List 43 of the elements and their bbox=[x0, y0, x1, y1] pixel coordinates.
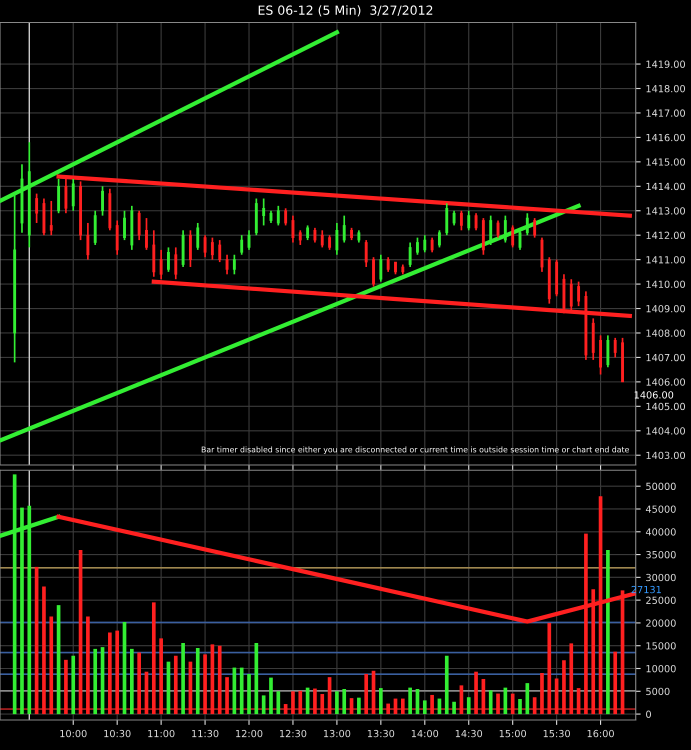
y-tick-label: 1411.00 bbox=[646, 256, 685, 264]
y-tick-label: 1405.00 bbox=[646, 402, 685, 410]
y-tick-label: 0 bbox=[646, 710, 651, 718]
x-tick-label: 12:30 bbox=[280, 730, 306, 738]
y-tick-label: 1410.00 bbox=[646, 280, 685, 288]
y-tick-label: 1414.00 bbox=[646, 182, 685, 190]
y-tick-label: 1416.00 bbox=[646, 134, 685, 142]
x-tick-label: 13:30 bbox=[368, 730, 394, 738]
y-tick-label: 10000 bbox=[646, 664, 676, 672]
y-tick-label: 1406.00 bbox=[646, 378, 685, 386]
y-tick-label: 1409.00 bbox=[646, 305, 685, 312]
y-tick-label: 1418.00 bbox=[646, 84, 685, 92]
y-tick-label: 1415.00 bbox=[646, 158, 685, 166]
y-tick-label: 45000 bbox=[646, 505, 676, 513]
x-tick-label: 14:00 bbox=[412, 730, 438, 738]
y-tick-label: 15000 bbox=[646, 642, 676, 650]
annotation: 27131 bbox=[632, 586, 661, 594]
x-tick-label: 14:30 bbox=[456, 730, 482, 738]
x-tick-label: 15:30 bbox=[544, 730, 570, 738]
x-tick-label: 11:30 bbox=[192, 730, 218, 738]
y-tick-label: 20000 bbox=[646, 619, 676, 627]
x-tick-label: 15:00 bbox=[500, 730, 526, 738]
chart-title: ES 06-12 (5 Min) 3/27/2012 bbox=[258, 5, 432, 16]
y-tick-label: 5000 bbox=[646, 688, 670, 696]
y-tick-label: 30000 bbox=[646, 574, 676, 582]
y-tick-label: 1408.00 bbox=[646, 329, 685, 337]
y-tick-label: 1419.00 bbox=[646, 60, 685, 68]
y-tick-label: 35000 bbox=[646, 551, 676, 558]
y-tick-label: 1407.00 bbox=[646, 354, 685, 362]
x-tick-label: 11:00 bbox=[148, 730, 174, 738]
x-tick-label: 10:30 bbox=[104, 730, 131, 738]
x-tick-label: 16:00 bbox=[588, 730, 614, 738]
x-tick-label: 12:00 bbox=[236, 730, 262, 738]
y-tick-label: 1413.00 bbox=[646, 207, 685, 215]
y-tick-label: 1404.00 bbox=[646, 427, 685, 435]
y-tick-label: 1417.00 bbox=[646, 109, 685, 117]
y-tick-label: 1412.00 bbox=[646, 232, 685, 240]
y-tick-label: 1403.00 bbox=[646, 452, 685, 460]
y-tick-label: 25000 bbox=[646, 596, 676, 604]
x-tick-label: 13:00 bbox=[324, 730, 350, 738]
y-tick-label: 50000 bbox=[646, 482, 676, 490]
y-tick-label: 40000 bbox=[646, 528, 676, 536]
x-tick-label: 10:00 bbox=[60, 730, 87, 738]
